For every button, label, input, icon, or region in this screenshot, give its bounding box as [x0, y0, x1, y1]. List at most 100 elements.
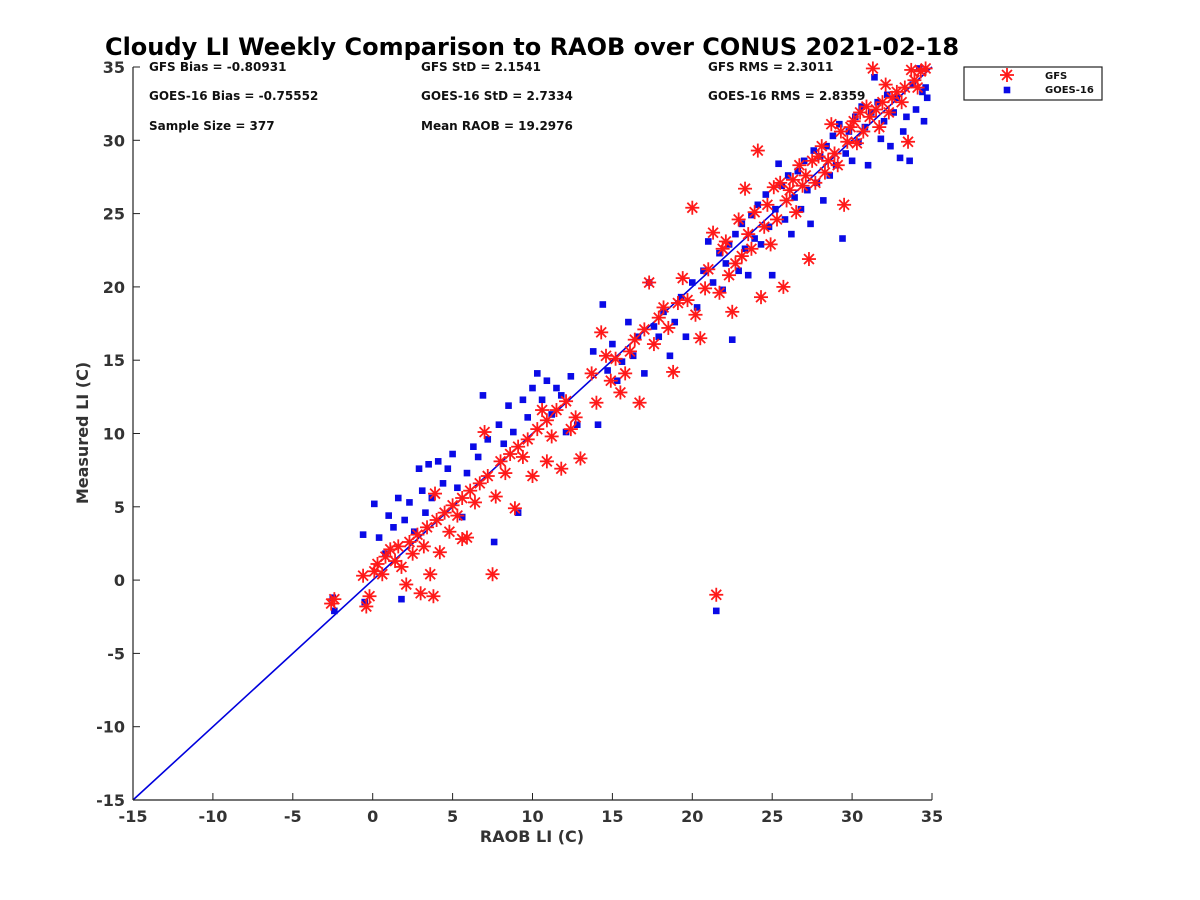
stat-gfs-rms: GFS RMS = 2.3011 — [708, 60, 833, 74]
gfs-point-stroke — [838, 199, 850, 211]
goes-16-point — [589, 348, 597, 355]
goes-16-point — [495, 421, 503, 429]
gfs-point — [688, 307, 703, 322]
gfs-point-stroke — [880, 79, 892, 91]
goes-16-point — [700, 267, 707, 275]
gfs-point-stroke — [699, 282, 711, 294]
gfs-point-stroke — [739, 183, 751, 195]
goes-16-point — [807, 220, 814, 228]
gfs-point — [535, 403, 550, 418]
gfs-point-stroke — [595, 326, 607, 338]
gfs-point-stroke — [803, 253, 815, 265]
gfs-point — [416, 539, 431, 554]
gfs-point-stroke — [376, 568, 388, 580]
goes-16-point — [762, 191, 770, 198]
legend-gfs-asterisk — [1000, 68, 1014, 82]
gfs-point-stroke — [809, 177, 821, 189]
gfs-point-stroke — [456, 533, 468, 545]
gfs-point-stroke — [848, 115, 860, 127]
gfs-point-stroke — [482, 470, 494, 482]
gfs-point — [632, 395, 647, 410]
gfs-point — [520, 432, 535, 447]
goes-16-point — [331, 607, 338, 615]
goes-16-point — [449, 450, 456, 458]
goes-16-point — [524, 414, 532, 421]
gfs-point-stroke — [774, 177, 786, 189]
x-axis-ticks: -15 -10 -5 0 5 10 15 20 25 30 35 — [119, 793, 943, 826]
x-tick-label: 35 — [921, 807, 943, 826]
gfs-point — [872, 120, 887, 135]
gfs-point — [814, 139, 829, 154]
goes-16-point — [599, 301, 607, 308]
gfs-point-stroke — [793, 159, 805, 171]
gfs-point-stroke — [605, 375, 617, 387]
gfs-point — [738, 181, 753, 196]
gfs-point-stroke — [841, 136, 853, 148]
gfs-point — [544, 429, 559, 444]
gfs-point — [498, 466, 513, 481]
gfs-point — [789, 205, 804, 220]
x-tick-label: 5 — [447, 807, 458, 826]
gfs-point — [817, 165, 832, 180]
gfs-point — [356, 568, 371, 583]
y-tick-label: 10 — [103, 425, 125, 444]
gfs-point-stroke — [761, 199, 773, 211]
goes-16-point — [434, 458, 442, 465]
gfs-point-stroke — [694, 332, 706, 344]
goes-16-point — [704, 238, 712, 245]
gfs-point-stroke — [752, 144, 764, 157]
goes-16-point — [781, 216, 789, 223]
gfs-point — [525, 469, 540, 484]
gfs-point-stroke — [657, 301, 670, 314]
gfs-point — [603, 373, 618, 388]
stat-gfs-bias: GFS Bias = -0.80931 — [149, 60, 286, 74]
gfs-point-stroke — [800, 169, 812, 182]
goes-16-point — [573, 421, 581, 429]
goes-16-point — [791, 194, 798, 201]
gfs-point — [573, 451, 588, 466]
gfs-point — [712, 285, 727, 300]
gfs-point-stroke — [768, 181, 780, 193]
goes-16-point — [458, 513, 466, 521]
gfs-point — [718, 234, 733, 249]
gfs-point-stroke — [600, 350, 612, 362]
x-tick-label: 20 — [681, 807, 703, 826]
gfs-point-stroke — [912, 81, 924, 94]
goes-16-point — [677, 293, 685, 301]
gfs-point — [455, 532, 470, 547]
goes-16-point — [744, 271, 752, 279]
gfs-point-stroke — [707, 227, 719, 239]
gfs-point — [801, 252, 816, 267]
goes-16-point — [390, 524, 397, 531]
gfs-point — [750, 143, 765, 158]
gfs-point — [798, 168, 813, 183]
gfs-point — [327, 592, 342, 607]
gfs-point-stroke — [526, 470, 539, 482]
y-tick-label: 35 — [103, 58, 125, 77]
gfs-point-stroke — [565, 423, 577, 435]
gfs-point — [680, 293, 695, 308]
gfs-point — [627, 332, 642, 347]
gfs-point-stroke — [614, 386, 626, 399]
gfs-point-stroke — [379, 551, 392, 563]
goes-16-point — [439, 480, 447, 487]
goes-16-point — [794, 167, 802, 175]
gfs-point-stroke — [512, 441, 524, 453]
legend: GFS GOES-16 — [963, 66, 1103, 101]
stat-sample-size: Sample Size = 377 — [149, 119, 275, 133]
gfs-point — [477, 425, 492, 440]
gfs-point — [539, 454, 554, 469]
x-axis-label: RAOB LI (C) — [480, 827, 584, 846]
goes-16-point — [594, 421, 602, 429]
gfs-point — [450, 508, 465, 523]
gfs-point-stroke — [541, 455, 553, 467]
gfs-point-stroke — [723, 269, 735, 281]
gfs-point — [549, 403, 564, 418]
gfs-point-stroke — [902, 136, 914, 148]
gfs-point — [423, 567, 438, 582]
gfs-point-stroke — [415, 587, 427, 599]
gfs-point — [442, 524, 457, 539]
goes-16-point — [604, 367, 611, 374]
gfs-point — [837, 197, 852, 212]
